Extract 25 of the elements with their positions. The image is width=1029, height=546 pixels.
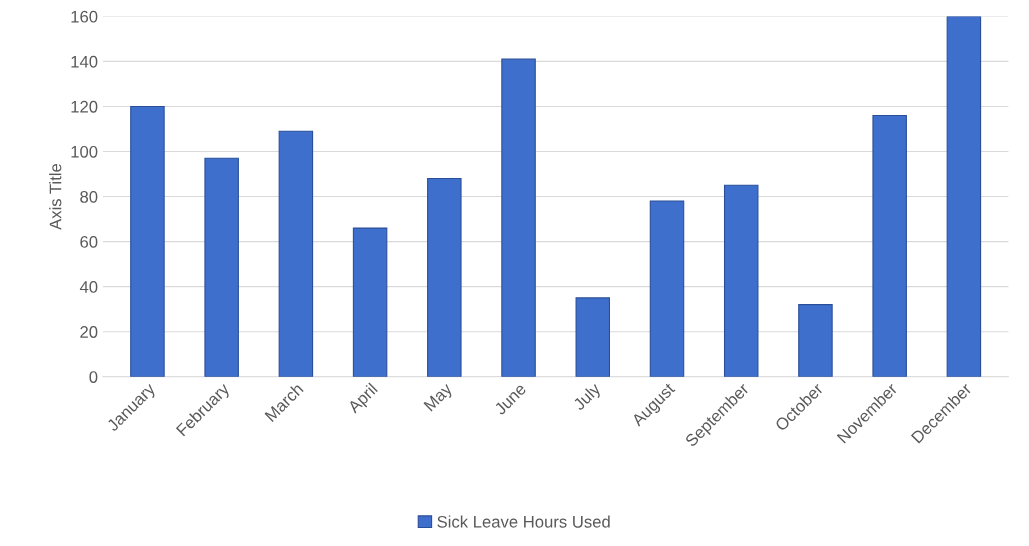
bar bbox=[575, 297, 611, 377]
x-tick-label: July bbox=[572, 381, 604, 414]
legend-label: Sick Leave Hours Used bbox=[437, 515, 610, 528]
y-tick-label: 120 bbox=[71, 100, 98, 113]
bar bbox=[204, 157, 239, 377]
bar bbox=[352, 227, 388, 377]
y-tick-label: 20 bbox=[80, 326, 98, 338]
x-tick-label: May bbox=[423, 382, 456, 414]
bar bbox=[723, 184, 759, 377]
bar bbox=[946, 16, 982, 377]
y-tick-label: 80 bbox=[80, 190, 98, 203]
bar bbox=[130, 105, 165, 377]
y-axis-title: Axis Title bbox=[49, 163, 62, 230]
bar bbox=[278, 130, 314, 377]
y-tick-label: 160 bbox=[71, 10, 98, 23]
y-tick-label: 40 bbox=[79, 281, 98, 293]
bar bbox=[427, 177, 462, 377]
y-tick-label: 140 bbox=[71, 55, 98, 68]
y-tick-label: 0 bbox=[89, 371, 98, 383]
bar bbox=[649, 200, 685, 377]
bar bbox=[872, 114, 907, 377]
bar bbox=[798, 304, 833, 377]
y-tick-label: 100 bbox=[71, 145, 98, 158]
y-tick-label: 60 bbox=[80, 236, 98, 248]
bar bbox=[501, 58, 536, 377]
